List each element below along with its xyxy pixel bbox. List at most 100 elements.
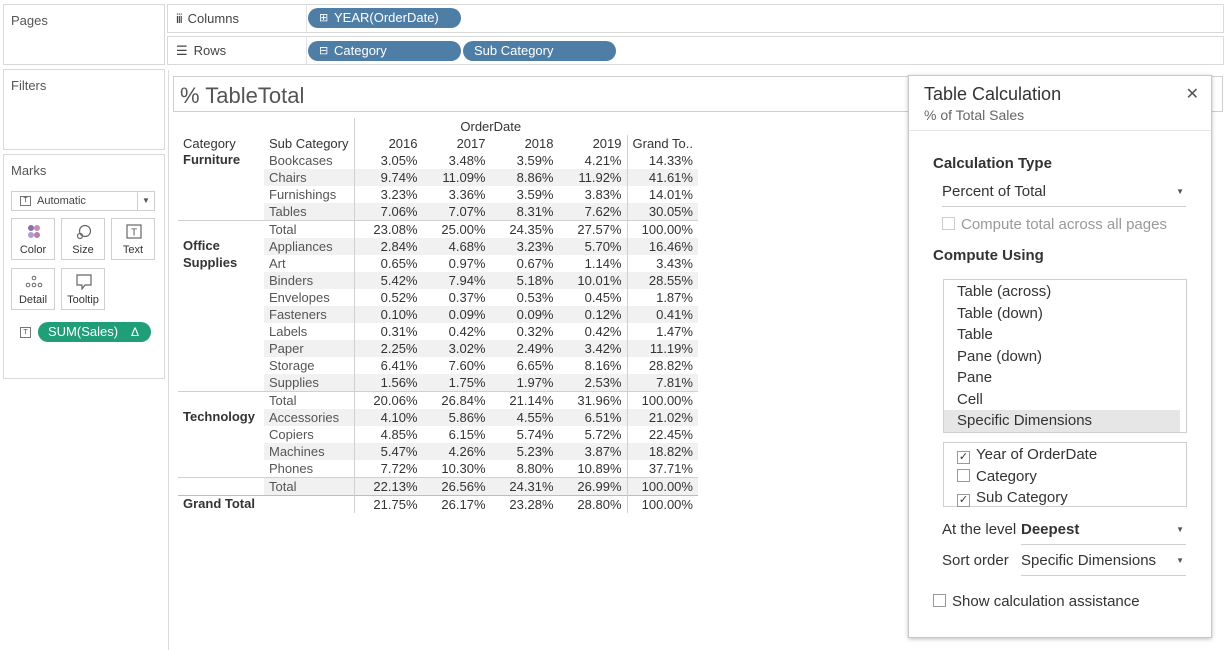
sub-category-cell[interactable]: Furnishings	[269, 187, 337, 202]
value-cell[interactable]: 5.47%	[353, 443, 423, 460]
sort-order-dropdown[interactable]: Specific Dimensions ▼	[1021, 552, 1186, 576]
value-cell[interactable]: 0.67%	[516, 256, 554, 271]
columns-shelf[interactable]: iii Columns ⊞ YEAR(OrderDate)	[167, 4, 1224, 33]
value-cell[interactable]: 2.84%	[353, 238, 423, 255]
value-cell[interactable]: 2.25%	[353, 340, 423, 357]
close-icon[interactable]: ✕	[1185, 86, 1199, 103]
total-label-cell[interactable]: Total	[264, 477, 354, 496]
value-cell[interactable]: 5.18%	[490, 272, 559, 289]
tooltip-button[interactable]: Tooltip	[61, 268, 105, 310]
sub-category-cell[interactable]: Supplies	[264, 374, 354, 392]
value-cell[interactable]: 4.55%	[490, 409, 559, 426]
category-cell[interactable]	[178, 323, 264, 340]
grand-total-cell[interactable]: 21.02%	[626, 409, 698, 426]
value-cell[interactable]: 22.13%	[353, 477, 423, 496]
category-cell[interactable]	[178, 220, 264, 238]
year-2016-header[interactable]: 2016	[353, 135, 423, 152]
category-cell[interactable]: Furniture	[183, 152, 241, 167]
grand-total-cell[interactable]: 37.71%	[626, 460, 698, 478]
category-cell[interactable]	[178, 203, 264, 221]
year-2018-header[interactable]: 2018	[524, 136, 554, 151]
sub-category-cell[interactable]: Phones	[269, 461, 314, 476]
value-cell[interactable]: 26.56%	[422, 477, 491, 496]
collapse-icon[interactable]: ⊟	[319, 45, 329, 57]
year-2019-header[interactable]: 2019	[592, 136, 622, 151]
category-cell[interactable]	[178, 374, 264, 392]
category-cell[interactable]: Office	[183, 238, 220, 253]
value-cell[interactable]: 6.15%	[448, 427, 486, 442]
sub-category-cell[interactable]: Tables	[264, 203, 354, 221]
value-cell[interactable]: 7.94%	[422, 272, 491, 289]
sub-category-cell[interactable]: Binders	[264, 272, 354, 289]
grand-total-cell[interactable]: 30.05%	[626, 203, 698, 221]
value-cell[interactable]: 10.30%	[441, 461, 486, 476]
grand-total-value-cell[interactable]: 26.17%	[422, 495, 491, 513]
value-cell[interactable]: 5.74%	[516, 427, 554, 442]
value-cell[interactable]: 0.31%	[353, 323, 423, 340]
value-cell[interactable]: 31.96%	[558, 391, 627, 409]
expand-icon[interactable]: ⊞	[319, 12, 329, 24]
rows-shelf[interactable]: ☰ Rows ⊟ Category Sub Category	[167, 36, 1224, 65]
category-cell[interactable]: Technology	[183, 409, 255, 424]
value-cell[interactable]: 25.00%	[422, 220, 491, 238]
compute-using-option[interactable]: Pane (down)	[957, 347, 1043, 365]
value-cell[interactable]: 3.02%	[422, 340, 491, 357]
grand-total-cell[interactable]: 100.00%	[626, 391, 698, 409]
chevron-down-icon[interactable]: ▼	[137, 192, 154, 210]
value-cell[interactable]: 4.68%	[422, 238, 491, 255]
value-cell[interactable]: 26.84%	[422, 391, 491, 409]
value-cell[interactable]: 3.23%	[353, 186, 423, 203]
value-cell[interactable]: 8.80%	[516, 461, 554, 476]
category-cell[interactable]: Supplies	[183, 255, 238, 270]
value-cell[interactable]: 8.16%	[584, 358, 622, 373]
pages-shelf[interactable]: Pages	[3, 4, 165, 65]
grand-total-cell[interactable]: 100.00%	[626, 477, 698, 496]
compute-using-option[interactable]: Table (across)	[957, 283, 1052, 300]
value-cell[interactable]: 5.42%	[353, 272, 423, 289]
value-cell[interactable]: 0.12%	[558, 306, 627, 323]
category-cell[interactable]	[178, 443, 264, 460]
at-the-level-dropdown[interactable]: Deepest ▼	[1021, 521, 1186, 545]
value-cell[interactable]: 2.49%	[490, 340, 559, 357]
value-cell[interactable]: 8.86%	[490, 169, 559, 186]
category-cell[interactable]	[178, 272, 264, 289]
grand-total-cell[interactable]: 28.55%	[626, 272, 698, 289]
value-cell[interactable]: 7.62%	[558, 203, 627, 221]
category-cell[interactable]	[178, 477, 264, 496]
text-button[interactable]: T Text	[111, 218, 155, 260]
calculation-assistance-checkbox[interactable]	[933, 594, 946, 607]
checkbox-checked-icon[interactable]: ✓	[957, 494, 970, 507]
category-cell[interactable]	[178, 340, 264, 357]
dimension-list[interactable]: ✓ Year of OrderDate Category ✓ Sub Category	[943, 442, 1187, 507]
grand-total-cell[interactable]: 41.61%	[626, 169, 698, 186]
value-cell[interactable]: 2.53%	[558, 374, 627, 392]
sub-category-cell[interactable]: Labels	[269, 324, 308, 339]
sum-sales-pill[interactable]: SUM(Sales) Δ	[38, 322, 151, 342]
year-orderdate-pill[interactable]: ⊞ YEAR(OrderDate)	[308, 8, 461, 28]
grand-total-cell[interactable]: 11.19%	[626, 340, 698, 357]
grand-total-cell[interactable]: 1.87%	[626, 289, 698, 306]
category-cell[interactable]	[178, 289, 264, 306]
category-cell[interactable]	[178, 357, 264, 374]
value-cell[interactable]: 4.85%	[353, 426, 423, 443]
value-cell[interactable]: 1.14%	[584, 256, 622, 271]
sub-category-cell[interactable]: Copiers	[269, 427, 314, 442]
grand-total-cell[interactable]: 7.81%	[626, 374, 698, 392]
compute-using-option[interactable]: Pane	[957, 369, 993, 386]
value-cell[interactable]: 0.52%	[353, 289, 423, 306]
sub-category-cell[interactable]: Fasteners	[264, 306, 354, 323]
value-cell[interactable]: 4.10%	[353, 409, 423, 426]
grand-total-cell[interactable]: 14.01%	[626, 186, 698, 203]
sub-category-cell[interactable]: Art	[269, 256, 286, 271]
total-label-cell[interactable]: Total	[264, 220, 354, 238]
dimension-item[interactable]: ✓ Sub Category	[944, 487, 1186, 509]
value-cell[interactable]: 6.65%	[516, 358, 554, 373]
value-cell[interactable]: 5.70%	[558, 238, 627, 255]
value-cell[interactable]: 1.97%	[490, 374, 559, 392]
category-col-header[interactable]: Category	[183, 136, 236, 151]
sub-category-pill[interactable]: Sub Category	[463, 41, 616, 61]
category-cell[interactable]	[178, 391, 264, 409]
value-cell[interactable]: 3.23%	[490, 238, 559, 255]
value-cell[interactable]: 7.60%	[448, 358, 486, 373]
grand-total-cell[interactable]: 28.82%	[626, 357, 698, 374]
